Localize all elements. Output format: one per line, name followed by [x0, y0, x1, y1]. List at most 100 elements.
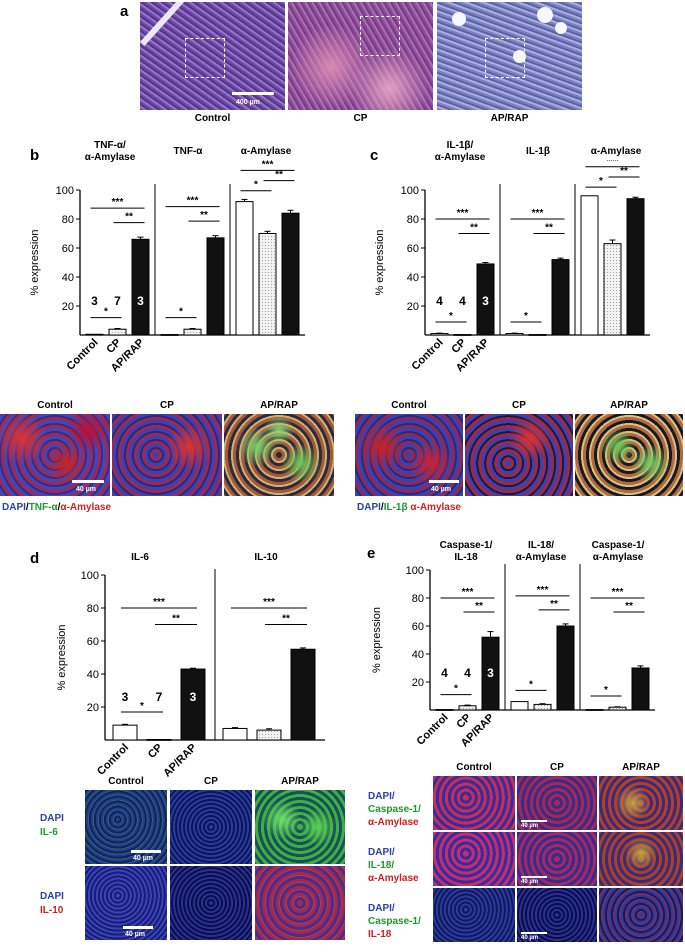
stain-il6: IL-6: [40, 827, 58, 838]
significance-label: ***: [112, 197, 124, 208]
significance-label: *: [254, 180, 258, 191]
if-image-e3-control: [433, 888, 515, 942]
significance-label: **: [625, 601, 633, 612]
if-image-il1b-aprap: [575, 414, 683, 496]
if-caption-control-c: Control: [391, 400, 427, 411]
bar: [631, 667, 650, 711]
bar: [453, 334, 472, 336]
y-axis-label: % expression: [371, 607, 383, 673]
he-image-aprap: [437, 2, 582, 110]
bar: [510, 701, 529, 711]
y-tick-label: 20: [412, 677, 424, 689]
stain-legend-b: DAPI/TNF-α/α-Amylase: [2, 502, 111, 513]
if-image-il10-control: 40 µm: [85, 866, 167, 940]
significance-label: ***: [187, 196, 199, 207]
stain-amylase: α-Amylase: [368, 817, 419, 828]
header-tnf: TNF-α: [173, 146, 203, 157]
scale-bar-label: 40 µm: [125, 931, 145, 938]
scale-bar-label: 40 µm: [133, 855, 153, 862]
inset-box: [360, 16, 400, 56]
bar: [206, 237, 225, 336]
significance-label: **: [275, 170, 283, 181]
if-image-e2-cp: 40 µm: [517, 832, 597, 886]
if-image-e2-aprap: [599, 832, 683, 886]
y-tick-label: 20: [87, 702, 99, 714]
significance-label: **: [470, 223, 478, 234]
significance-label: ***: [263, 597, 275, 608]
bar: [533, 703, 552, 711]
caption-control: Control: [194, 113, 231, 124]
bar: [112, 724, 138, 741]
bar: [235, 201, 254, 336]
y-tick-label: 40: [87, 669, 99, 681]
stain-amylase: α-Amylase: [368, 873, 419, 884]
bar: [108, 328, 127, 336]
scale-bar: [521, 820, 547, 822]
significance-label: *: [529, 679, 533, 690]
stain-il18: IL-18: [368, 929, 392, 940]
if-image-tnf-control: 40 µm: [0, 414, 110, 496]
if-image-il1b-control: 40 µm: [355, 414, 463, 496]
y-axis-label: % expression: [56, 624, 68, 690]
n-label: 3: [190, 690, 197, 704]
if-image-tnf-aprap: [224, 414, 334, 496]
y-tick-label: 60: [412, 621, 424, 633]
stain-dapi: DAPI: [40, 891, 64, 902]
y-tick-label: 80: [407, 214, 419, 226]
stain-legend-c: DAPI/IL-1β α-Amylase: [357, 502, 461, 513]
y-tick-label: 40: [62, 272, 74, 284]
vacuole: [537, 7, 553, 23]
n-label: 3: [122, 690, 129, 704]
significance-label: *: [140, 701, 144, 712]
significance-label: ***: [612, 587, 624, 598]
if-caption-cp-b: CP: [160, 400, 174, 411]
stain-caspase1: Caspase-1/: [368, 804, 421, 815]
y-tick-label: 20: [407, 301, 419, 313]
y-tick-label: 60: [62, 243, 74, 255]
n-label: 3: [91, 294, 98, 308]
bar: [551, 259, 570, 336]
if-image-e1-control: [433, 776, 515, 830]
row-label-il6: DAPI IL-6: [40, 812, 64, 840]
header-tnf-amylase: TNF-α/ α-Amylase: [84, 140, 136, 163]
n-label: 7: [114, 294, 121, 308]
bar: [183, 328, 202, 336]
scale-bar: [72, 480, 104, 483]
bar: [435, 709, 454, 711]
if-image-il10-cp: [170, 866, 252, 940]
bar: [580, 195, 599, 336]
significance-label: **: [125, 212, 133, 223]
bar: [85, 333, 104, 336]
y-tick-label: 40: [407, 272, 419, 284]
panel-label-b: b: [30, 147, 40, 164]
significance-label: ***: [532, 208, 544, 219]
panel-label-c: c: [370, 147, 379, 164]
significance-label: **: [282, 614, 290, 625]
stain-dapi: DAPI/: [368, 903, 395, 914]
significance-label: **: [200, 210, 208, 221]
if-caption-control-d: Control: [108, 776, 144, 787]
scale-bar: [521, 876, 547, 878]
y-tick-label: 40: [412, 649, 424, 661]
bar: [528, 334, 547, 336]
stain-sep: /: [25, 502, 29, 513]
header-amylase-c: α-Amylase: [590, 146, 642, 157]
panel-label-e: e: [367, 545, 376, 562]
row-label-casp-amylase: DAPI/ Caspase-1/ α-Amylase: [368, 790, 421, 829]
y-tick-label: 80: [87, 603, 99, 615]
y-axis-label: % expression: [29, 229, 41, 295]
if-caption-aprap-d: AP/RAP: [281, 776, 319, 787]
significance-label: ***: [262, 160, 274, 170]
caption-cp: CP: [353, 113, 368, 124]
x-tick-label: CP: [146, 742, 165, 761]
significance-label: **: [545, 223, 553, 234]
stain-caspase1: Caspase-1/: [368, 916, 421, 927]
if-caption-cp-c: CP: [512, 400, 526, 411]
if-caption-control-b: Control: [37, 400, 73, 411]
inset-box: [185, 38, 225, 78]
if-image-tnf-cp: [112, 414, 222, 496]
if-image-il6-control: 40 µm: [85, 790, 167, 864]
if-image-il1b-cp: [465, 414, 573, 496]
bar: [585, 709, 604, 711]
